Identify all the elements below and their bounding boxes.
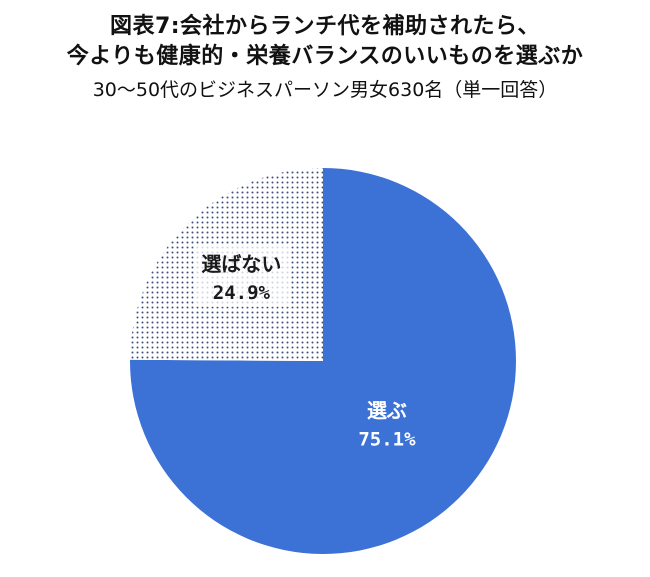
slice-label-1: 選ばない [201, 252, 281, 276]
pie-labels: 選ぶ 75.1% 選ばない 24.9% [193, 244, 416, 450]
chart-title-line-2: 今よりも健康的・栄養バランスのいいものを選ぶか [66, 44, 584, 69]
chart-title-line-1: 図表7:会社からランチ代を補助されたら、 [109, 14, 541, 39]
slice-label-0: 選ぶ [367, 398, 407, 422]
pie-slices [130, 168, 517, 554]
slice-label-backdrop-1 [193, 244, 290, 307]
slice-value-0: 75.1% [358, 428, 416, 450]
chart-subtitle: 30〜50代のビジネスパーソン男女630名（単一回答） [92, 79, 558, 101]
slice-value-1: 24.9% [213, 282, 271, 304]
